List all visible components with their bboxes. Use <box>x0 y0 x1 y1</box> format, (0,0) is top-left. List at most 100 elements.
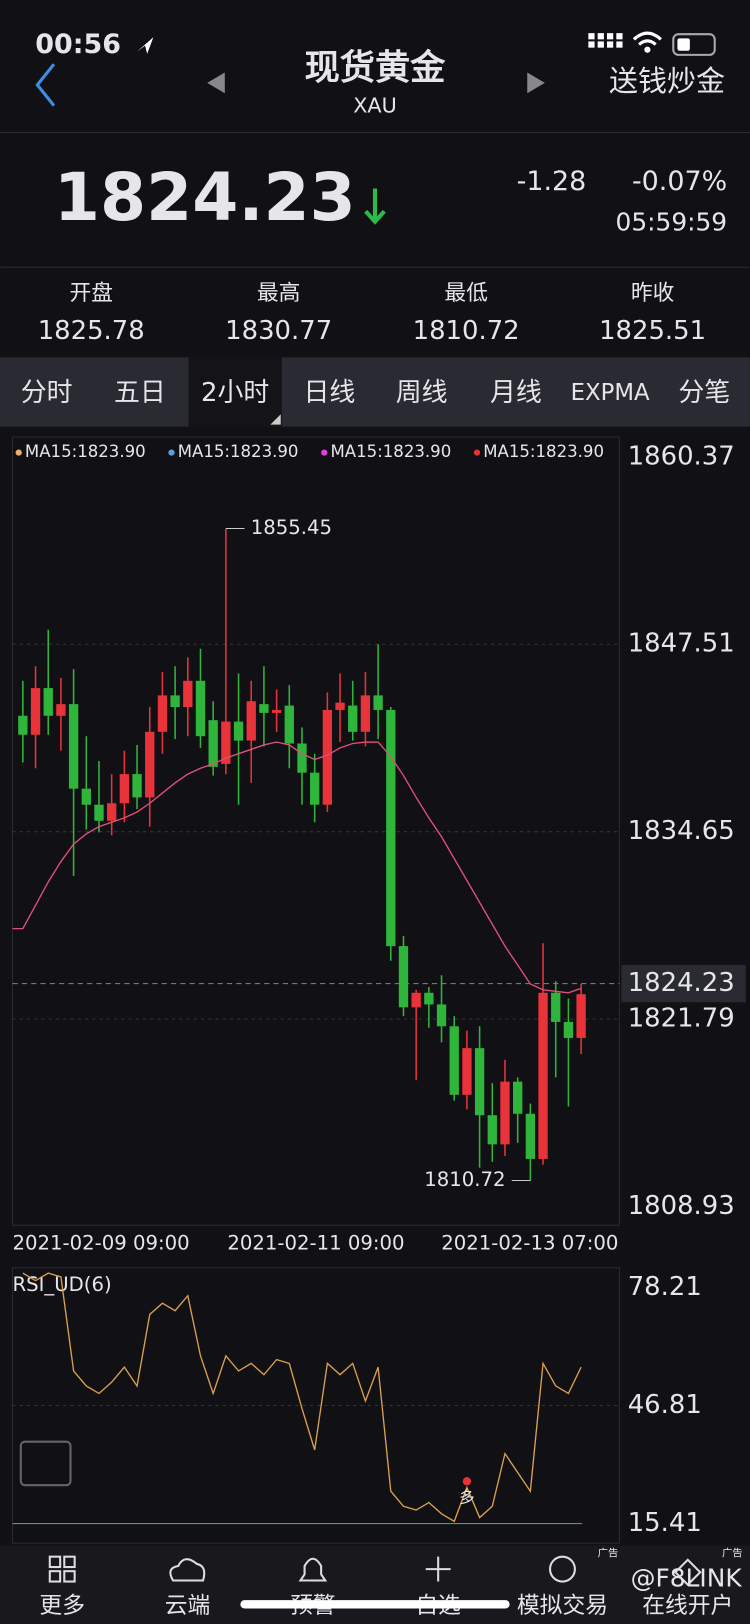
title: 现货黄金 <box>305 47 447 88</box>
status-time: 00:56 <box>35 29 121 60</box>
down-arrow <box>364 188 386 225</box>
candle-body <box>538 992 548 1159</box>
candle-body <box>576 994 586 1038</box>
candle-body <box>18 715 28 735</box>
symbol: XAU <box>353 94 397 118</box>
low-label: 1810.72 <box>424 1168 505 1191</box>
prev-button[interactable] <box>207 72 225 94</box>
price: 1824.23 <box>54 158 356 236</box>
y-tick-label: 1860.37 <box>628 441 735 471</box>
y-tick-label: 1808.93 <box>628 1191 735 1221</box>
change: -1.28 <box>517 166 587 197</box>
nav-item[interactable]: 云端 <box>165 1593 211 1619</box>
candle-body <box>221 721 231 764</box>
nav-icons <box>48 1555 702 1587</box>
candle-body <box>513 1081 523 1114</box>
stat-value: 1825.51 <box>599 316 706 346</box>
bottom-nav <box>0 1545 750 1624</box>
tab[interactable]: 月线 <box>490 378 542 408</box>
ma-legend-dot <box>473 449 481 456</box>
candle-body <box>297 743 307 773</box>
quote-time: 05:59:59 <box>616 208 728 237</box>
stat-label: 最低 <box>444 281 488 306</box>
tab-selected-bg <box>188 357 282 427</box>
high-label: 1855.45 <box>251 516 332 539</box>
ma-legend: MA15:1823.90 <box>178 442 299 461</box>
candle-body <box>195 680 206 737</box>
nav-item[interactable]: 更多 <box>39 1593 85 1619</box>
tab[interactable]: 2小时 <box>201 378 269 408</box>
location-icon <box>136 37 154 54</box>
candle-body <box>436 1004 447 1027</box>
candle-body <box>94 804 104 821</box>
rsi-tick-label: 15.41 <box>628 1508 702 1538</box>
tab[interactable]: 周线 <box>396 378 448 408</box>
candle-body <box>487 1115 497 1145</box>
candle-body <box>183 680 193 708</box>
candle-body <box>310 772 320 805</box>
candle-body <box>132 774 142 798</box>
stat-label: 开盘 <box>69 281 113 306</box>
rsi-tick-label: 78.21 <box>628 1272 702 1302</box>
candle-body <box>68 704 79 789</box>
nav-item[interactable]: 模拟交易 <box>517 1593 608 1619</box>
candle-body <box>373 695 383 710</box>
stat-label: 昨收 <box>631 281 675 306</box>
candle-body <box>322 709 333 805</box>
y-tick-label: 1834.65 <box>628 816 735 846</box>
y-tick-label: 1821.79 <box>628 1004 735 1034</box>
candle-body <box>462 1048 472 1095</box>
stat-value: 1830.77 <box>225 316 332 346</box>
candle-body <box>43 688 53 716</box>
candle-body <box>563 1021 574 1038</box>
ad-tag: 广告 <box>722 1547 743 1560</box>
x-tick-label: 2021-02-11 09:00 <box>227 1231 404 1254</box>
candle-body <box>30 688 41 735</box>
change-pct: -0.07% <box>632 166 727 197</box>
ma-line <box>12 741 582 994</box>
ma-legend-dot <box>15 449 22 456</box>
back-button[interactable] <box>35 63 56 107</box>
tab[interactable]: 分时 <box>21 378 73 408</box>
candle-body <box>525 1113 536 1159</box>
x-tick-label: 2021-02-09 09:00 <box>13 1231 190 1254</box>
current-price-tag <box>621 964 746 1003</box>
next-button[interactable] <box>527 72 545 94</box>
tab[interactable]: 日线 <box>304 378 356 408</box>
rsi-line <box>22 1272 582 1523</box>
stat-label: 最高 <box>257 281 300 306</box>
nav-item[interactable]: 在线开户 <box>642 1593 733 1619</box>
candle-body <box>449 1026 459 1095</box>
ma-legend-dot <box>168 449 175 456</box>
battery <box>672 33 716 56</box>
stat-value: 1825.78 <box>38 316 145 346</box>
candle-body <box>208 720 218 767</box>
signal-icon <box>588 33 623 48</box>
tab[interactable]: EXPMA <box>571 380 650 406</box>
tab[interactable]: 五日 <box>114 378 166 408</box>
rsi-signal-dot <box>462 1477 472 1486</box>
candle-body <box>107 803 117 821</box>
home-indicator <box>240 1600 510 1609</box>
ma-legend: MA15:1823.90 <box>330 442 451 461</box>
fullscreen-button[interactable] <box>19 1440 72 1487</box>
tab[interactable]: 分笔 <box>678 378 730 408</box>
candle-body <box>424 992 434 1005</box>
rsi-tick-label: 46.81 <box>628 1390 702 1420</box>
current-price-label: 1824.23 <box>628 968 735 998</box>
candle-body <box>170 695 180 708</box>
x-tick-label: 2021-02-13 07:00 <box>441 1231 618 1254</box>
candle-body <box>145 731 155 798</box>
rsi-signal: 多 <box>459 1488 475 1506</box>
candle-body <box>386 709 396 947</box>
ma-legend-dot <box>321 449 328 456</box>
candle-body <box>284 705 294 744</box>
tab-bar <box>0 357 750 427</box>
ma-legend: MA15:1823.90 <box>25 442 146 461</box>
promo-link[interactable]: 送钱炒金 <box>609 64 725 98</box>
y-tick-label: 1847.51 <box>628 629 735 659</box>
candle-body <box>259 704 269 713</box>
candle-body <box>157 695 168 732</box>
candle-body <box>474 1048 485 1116</box>
